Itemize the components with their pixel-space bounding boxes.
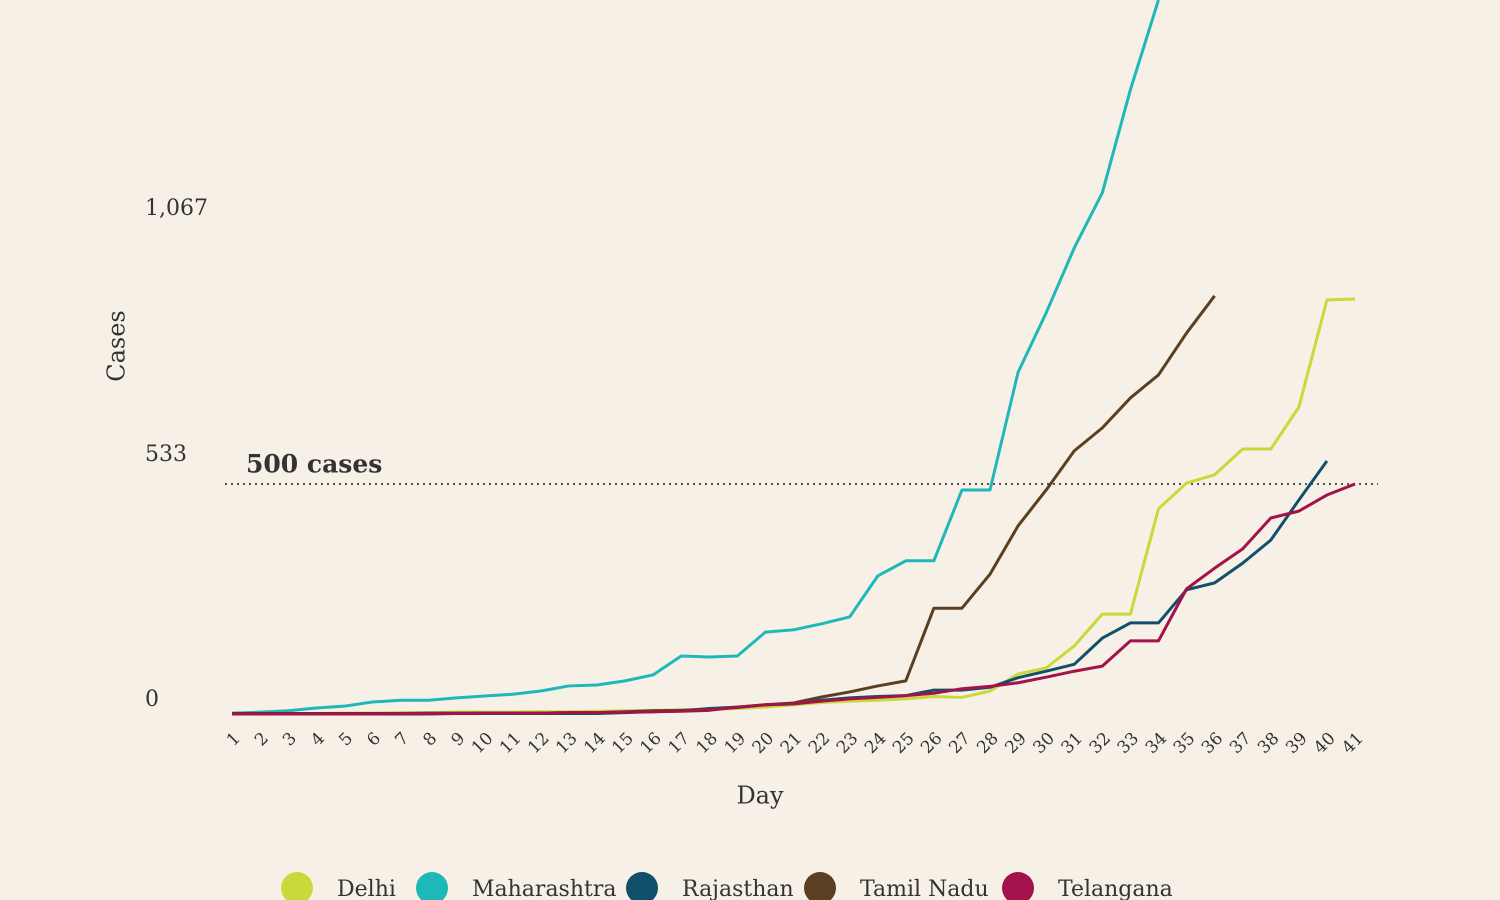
legend-marker xyxy=(1002,872,1034,900)
series-line xyxy=(231,0,1160,715)
y-axis-label: Cases xyxy=(103,310,131,382)
legend-label: Telangana xyxy=(1058,877,1173,900)
legend-label: Tamil Nadu xyxy=(860,877,989,900)
series-line xyxy=(232,482,1356,716)
legend-label: Maharashtra xyxy=(472,877,617,900)
legend-label: Delhi xyxy=(337,877,396,900)
legend-marker xyxy=(416,872,448,900)
legend-marker xyxy=(281,872,313,900)
y-tick-label: 533 xyxy=(145,442,187,467)
annotation: 500 cases xyxy=(246,449,382,478)
legend-marker xyxy=(626,872,658,900)
y-tick-label: 1,067 xyxy=(145,196,208,221)
legend-marker xyxy=(804,872,836,900)
x-axis-label: Day xyxy=(736,782,784,810)
legend-label: Rajasthan xyxy=(682,877,794,900)
y-tick-label: 0 xyxy=(145,687,159,712)
